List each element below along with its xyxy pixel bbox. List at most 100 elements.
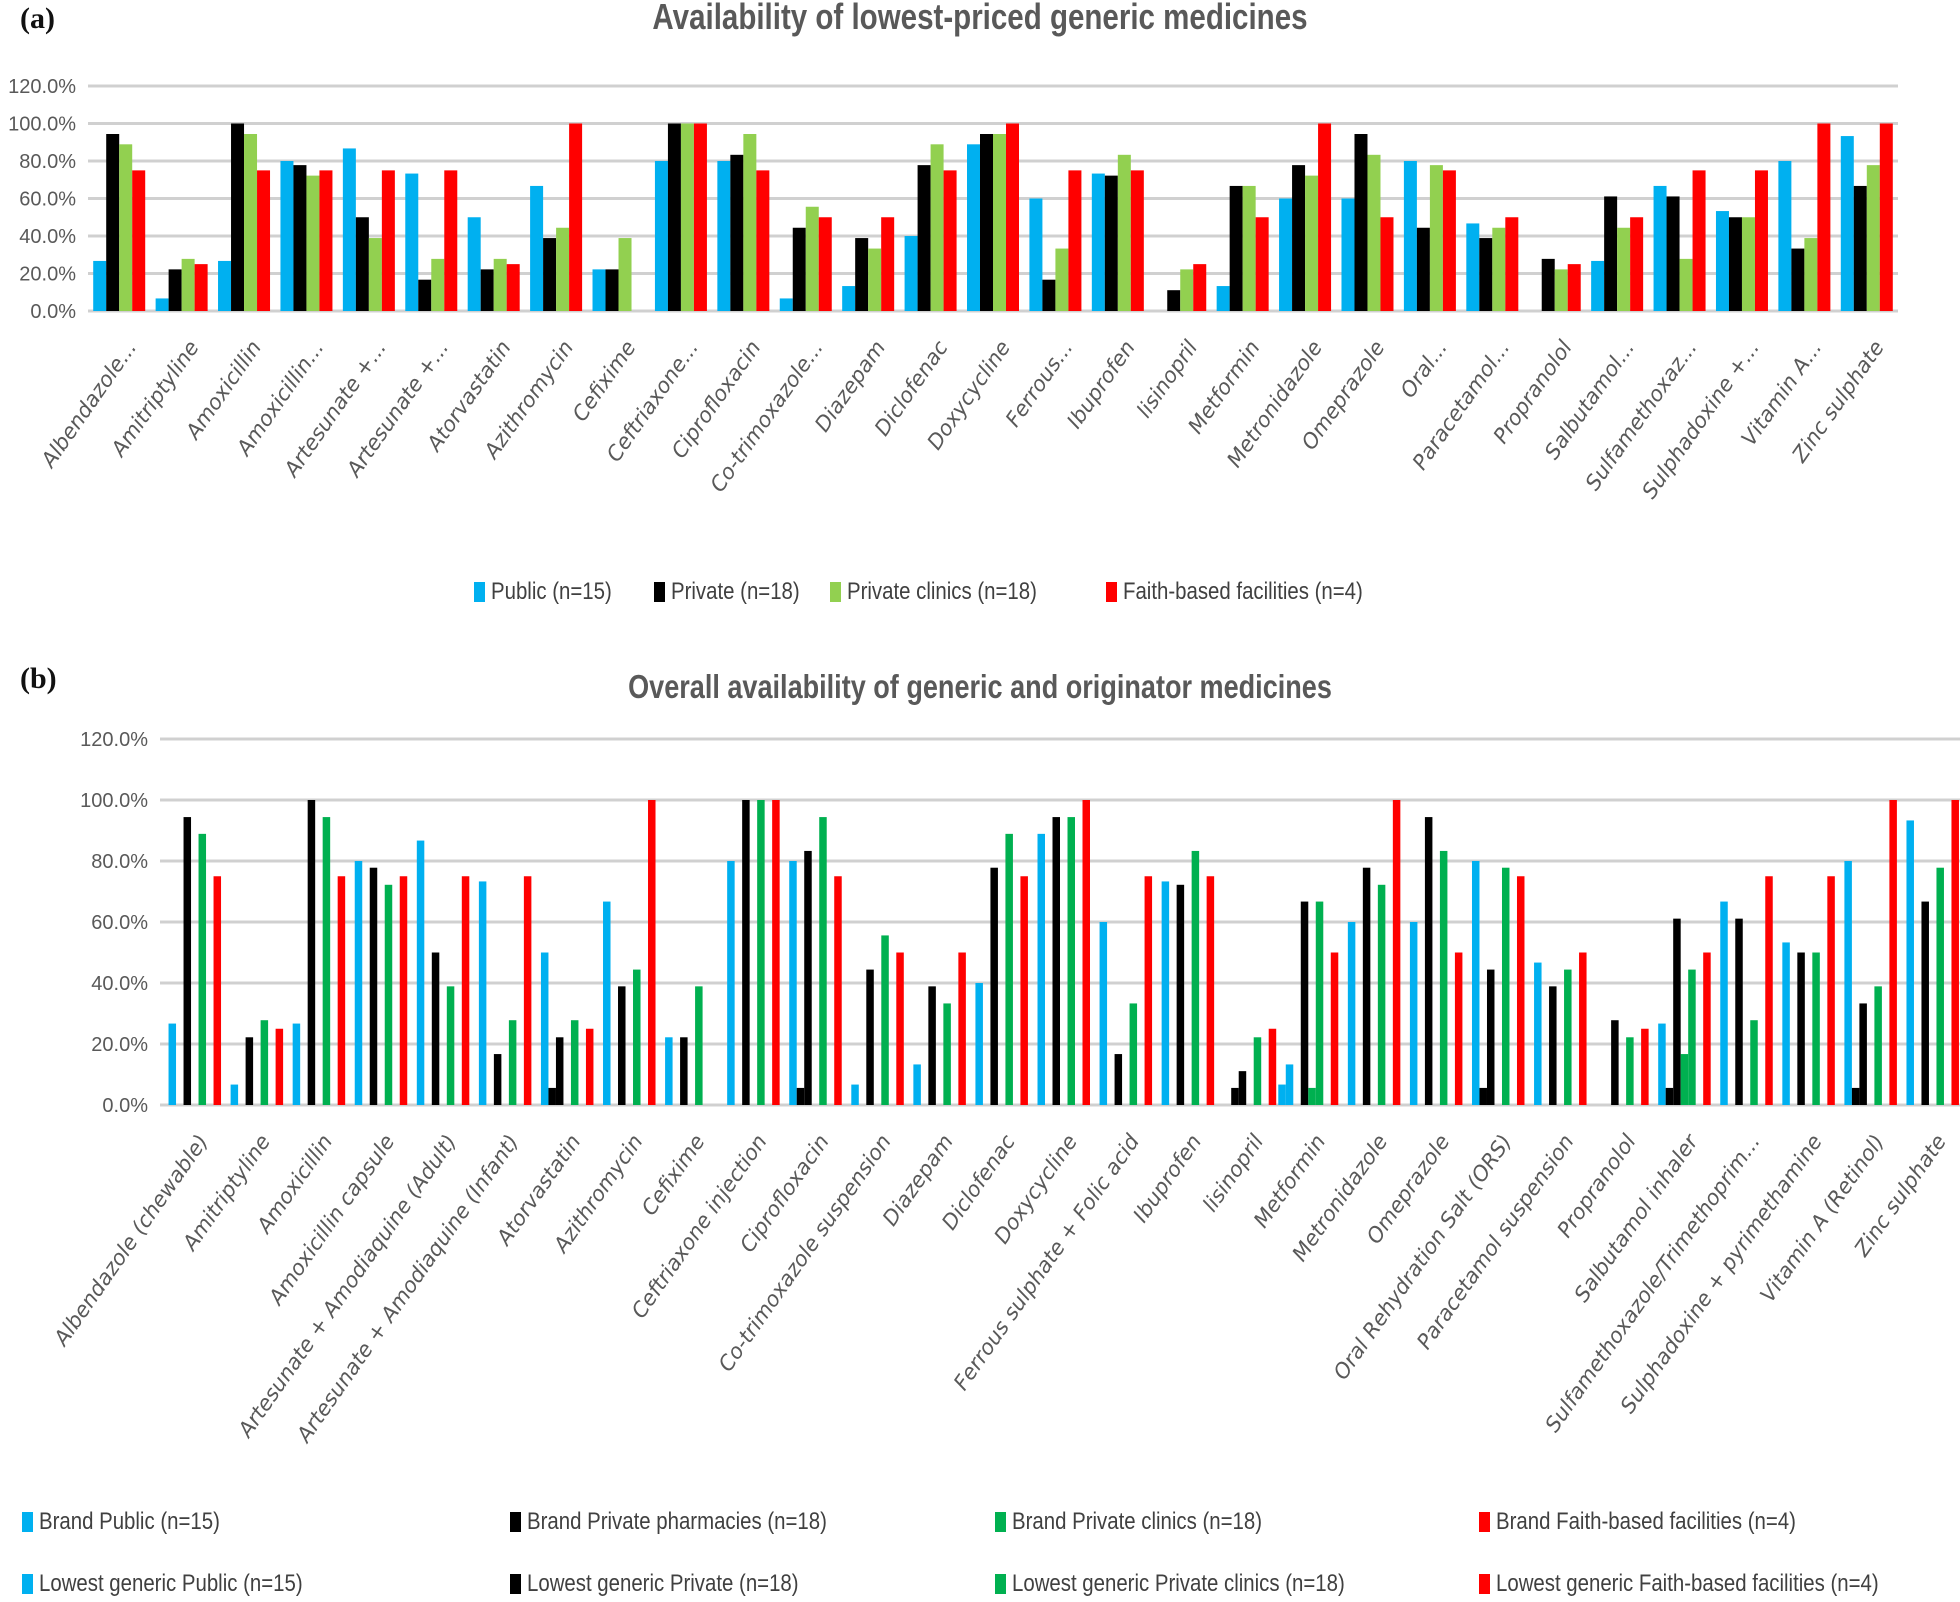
legend-swatch — [995, 1512, 1006, 1532]
legend-swatch — [654, 582, 665, 602]
bar — [1936, 867, 1944, 1105]
bar — [548, 1087, 556, 1105]
bar — [967, 144, 980, 311]
legend-item: Brand Private clinics (n=18) — [995, 1508, 1306, 1536]
bar — [1906, 820, 1914, 1105]
bar — [506, 264, 520, 311]
bar — [796, 1087, 805, 1105]
bar — [1442, 170, 1456, 311]
bar — [1680, 1054, 1689, 1105]
bar — [523, 876, 532, 1105]
bar — [1653, 185, 1667, 311]
bar — [1229, 185, 1243, 311]
bar — [275, 1028, 284, 1105]
bar — [1630, 217, 1644, 311]
bar — [1466, 223, 1480, 311]
bar — [881, 935, 889, 1105]
bar — [1193, 264, 1207, 311]
bar — [508, 1020, 517, 1105]
bar — [293, 165, 307, 311]
bar — [917, 165, 931, 311]
bar — [1144, 876, 1153, 1105]
legend-label: Public (n=15) — [491, 578, 612, 605]
bar — [943, 1003, 951, 1105]
bar — [543, 238, 557, 311]
bar — [605, 269, 619, 311]
bar — [381, 170, 395, 311]
bar — [1238, 1071, 1247, 1105]
panel-label-a: (a) — [20, 2, 55, 35]
bar — [618, 238, 632, 311]
bar — [727, 861, 735, 1105]
bar — [1167, 290, 1181, 311]
bar — [855, 238, 869, 311]
bar — [1454, 952, 1463, 1105]
bar — [834, 876, 842, 1105]
bar — [119, 144, 133, 311]
bar — [292, 1023, 301, 1105]
bar — [405, 173, 419, 311]
legend-swatch — [830, 582, 841, 602]
bar — [168, 269, 182, 311]
bar — [1029, 198, 1043, 311]
bar — [772, 800, 780, 1105]
bar — [730, 154, 744, 311]
bar — [106, 134, 120, 311]
bar — [218, 260, 232, 311]
bar — [1161, 881, 1170, 1105]
legend-label: Private clinics (n=18) — [847, 578, 1037, 605]
bar — [1505, 217, 1519, 311]
bar — [194, 264, 208, 311]
bar — [993, 134, 1006, 311]
bar — [1665, 1087, 1674, 1105]
x-tick-label: lisinopril — [1198, 1130, 1268, 1216]
bar — [1534, 962, 1542, 1105]
bar — [168, 1023, 177, 1105]
bar — [1549, 986, 1557, 1105]
bar — [1253, 1037, 1262, 1105]
bar — [1191, 850, 1200, 1105]
bar — [1516, 876, 1525, 1105]
bar — [1055, 248, 1069, 311]
legend-swatch — [1106, 582, 1117, 602]
bar — [1874, 986, 1882, 1105]
bar — [592, 269, 606, 311]
y-tick-label: 120.0% — [80, 729, 148, 751]
bar — [260, 1020, 269, 1105]
bar — [756, 170, 770, 311]
bar — [1591, 260, 1605, 311]
bar — [306, 175, 320, 311]
bar — [354, 861, 363, 1105]
bar — [1279, 198, 1293, 311]
bar — [461, 876, 470, 1105]
bar — [1567, 264, 1581, 311]
bar — [1403, 161, 1417, 311]
y-tick-label: 0.0% — [102, 1095, 148, 1117]
bar — [1067, 817, 1075, 1105]
bar — [1104, 175, 1118, 311]
bar — [245, 1037, 254, 1105]
bar — [1409, 922, 1418, 1105]
bar — [1611, 1020, 1619, 1105]
bar — [1750, 1020, 1758, 1105]
bar — [1804, 238, 1818, 311]
bar — [1308, 1087, 1316, 1105]
bar — [467, 217, 481, 311]
bar — [958, 952, 966, 1105]
bar — [1471, 861, 1480, 1105]
bar — [990, 867, 998, 1105]
bar — [569, 123, 583, 311]
legend-label: Lowest generic Private clinics (n=18) — [1012, 1570, 1345, 1597]
bar — [1341, 198, 1355, 311]
bar — [493, 1054, 502, 1105]
y-tick-label: 60.0% — [19, 189, 76, 211]
bar — [1037, 833, 1045, 1105]
bar — [1424, 817, 1433, 1105]
bar — [399, 876, 408, 1105]
bar — [1216, 286, 1230, 311]
bar — [1091, 173, 1105, 311]
y-tick-label: 0.0% — [30, 301, 76, 323]
bar — [446, 986, 455, 1105]
bar — [1486, 969, 1495, 1105]
bar — [1439, 850, 1448, 1105]
